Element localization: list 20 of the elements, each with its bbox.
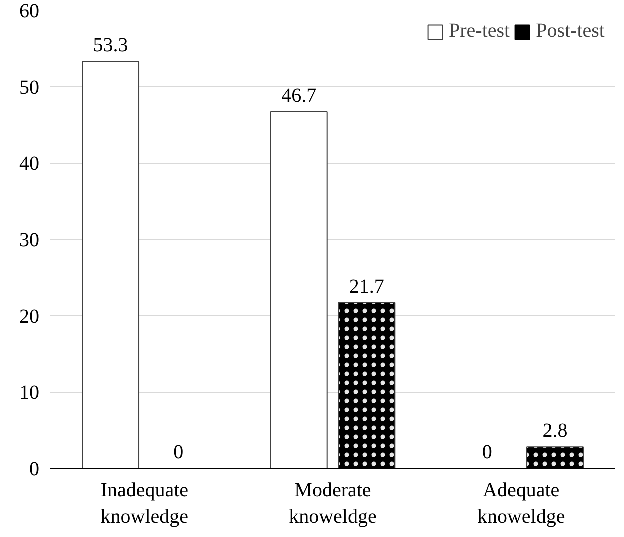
x-tick-label: Adequate knoweldge bbox=[477, 480, 566, 528]
y-tick-label: 40 bbox=[20, 153, 40, 176]
x-tick-label: Moderate knoweldge bbox=[289, 480, 377, 528]
legend-label: Post-test bbox=[536, 20, 605, 43]
data-label: 2.8 bbox=[542, 420, 568, 442]
bar bbox=[270, 112, 328, 468]
legend-label: Pre-test bbox=[449, 20, 510, 43]
data-label: 21.7 bbox=[349, 276, 384, 298]
y-tick-label: 10 bbox=[20, 382, 40, 404]
x-tick-label: Inadequate knowledge bbox=[100, 480, 189, 528]
data-label: 53.3 bbox=[93, 34, 128, 57]
y-tick-label: 20 bbox=[20, 306, 40, 328]
data-label: 0 bbox=[174, 442, 184, 464]
data-label: 0 bbox=[482, 442, 492, 464]
y-tick-label: 30 bbox=[20, 230, 40, 252]
bar bbox=[82, 61, 140, 468]
y-tick-label: 50 bbox=[20, 76, 40, 99]
y-tick-label: 0 bbox=[30, 458, 40, 480]
y-tick-label: 60 bbox=[20, 0, 40, 22]
data-label: 46.7 bbox=[282, 85, 317, 108]
